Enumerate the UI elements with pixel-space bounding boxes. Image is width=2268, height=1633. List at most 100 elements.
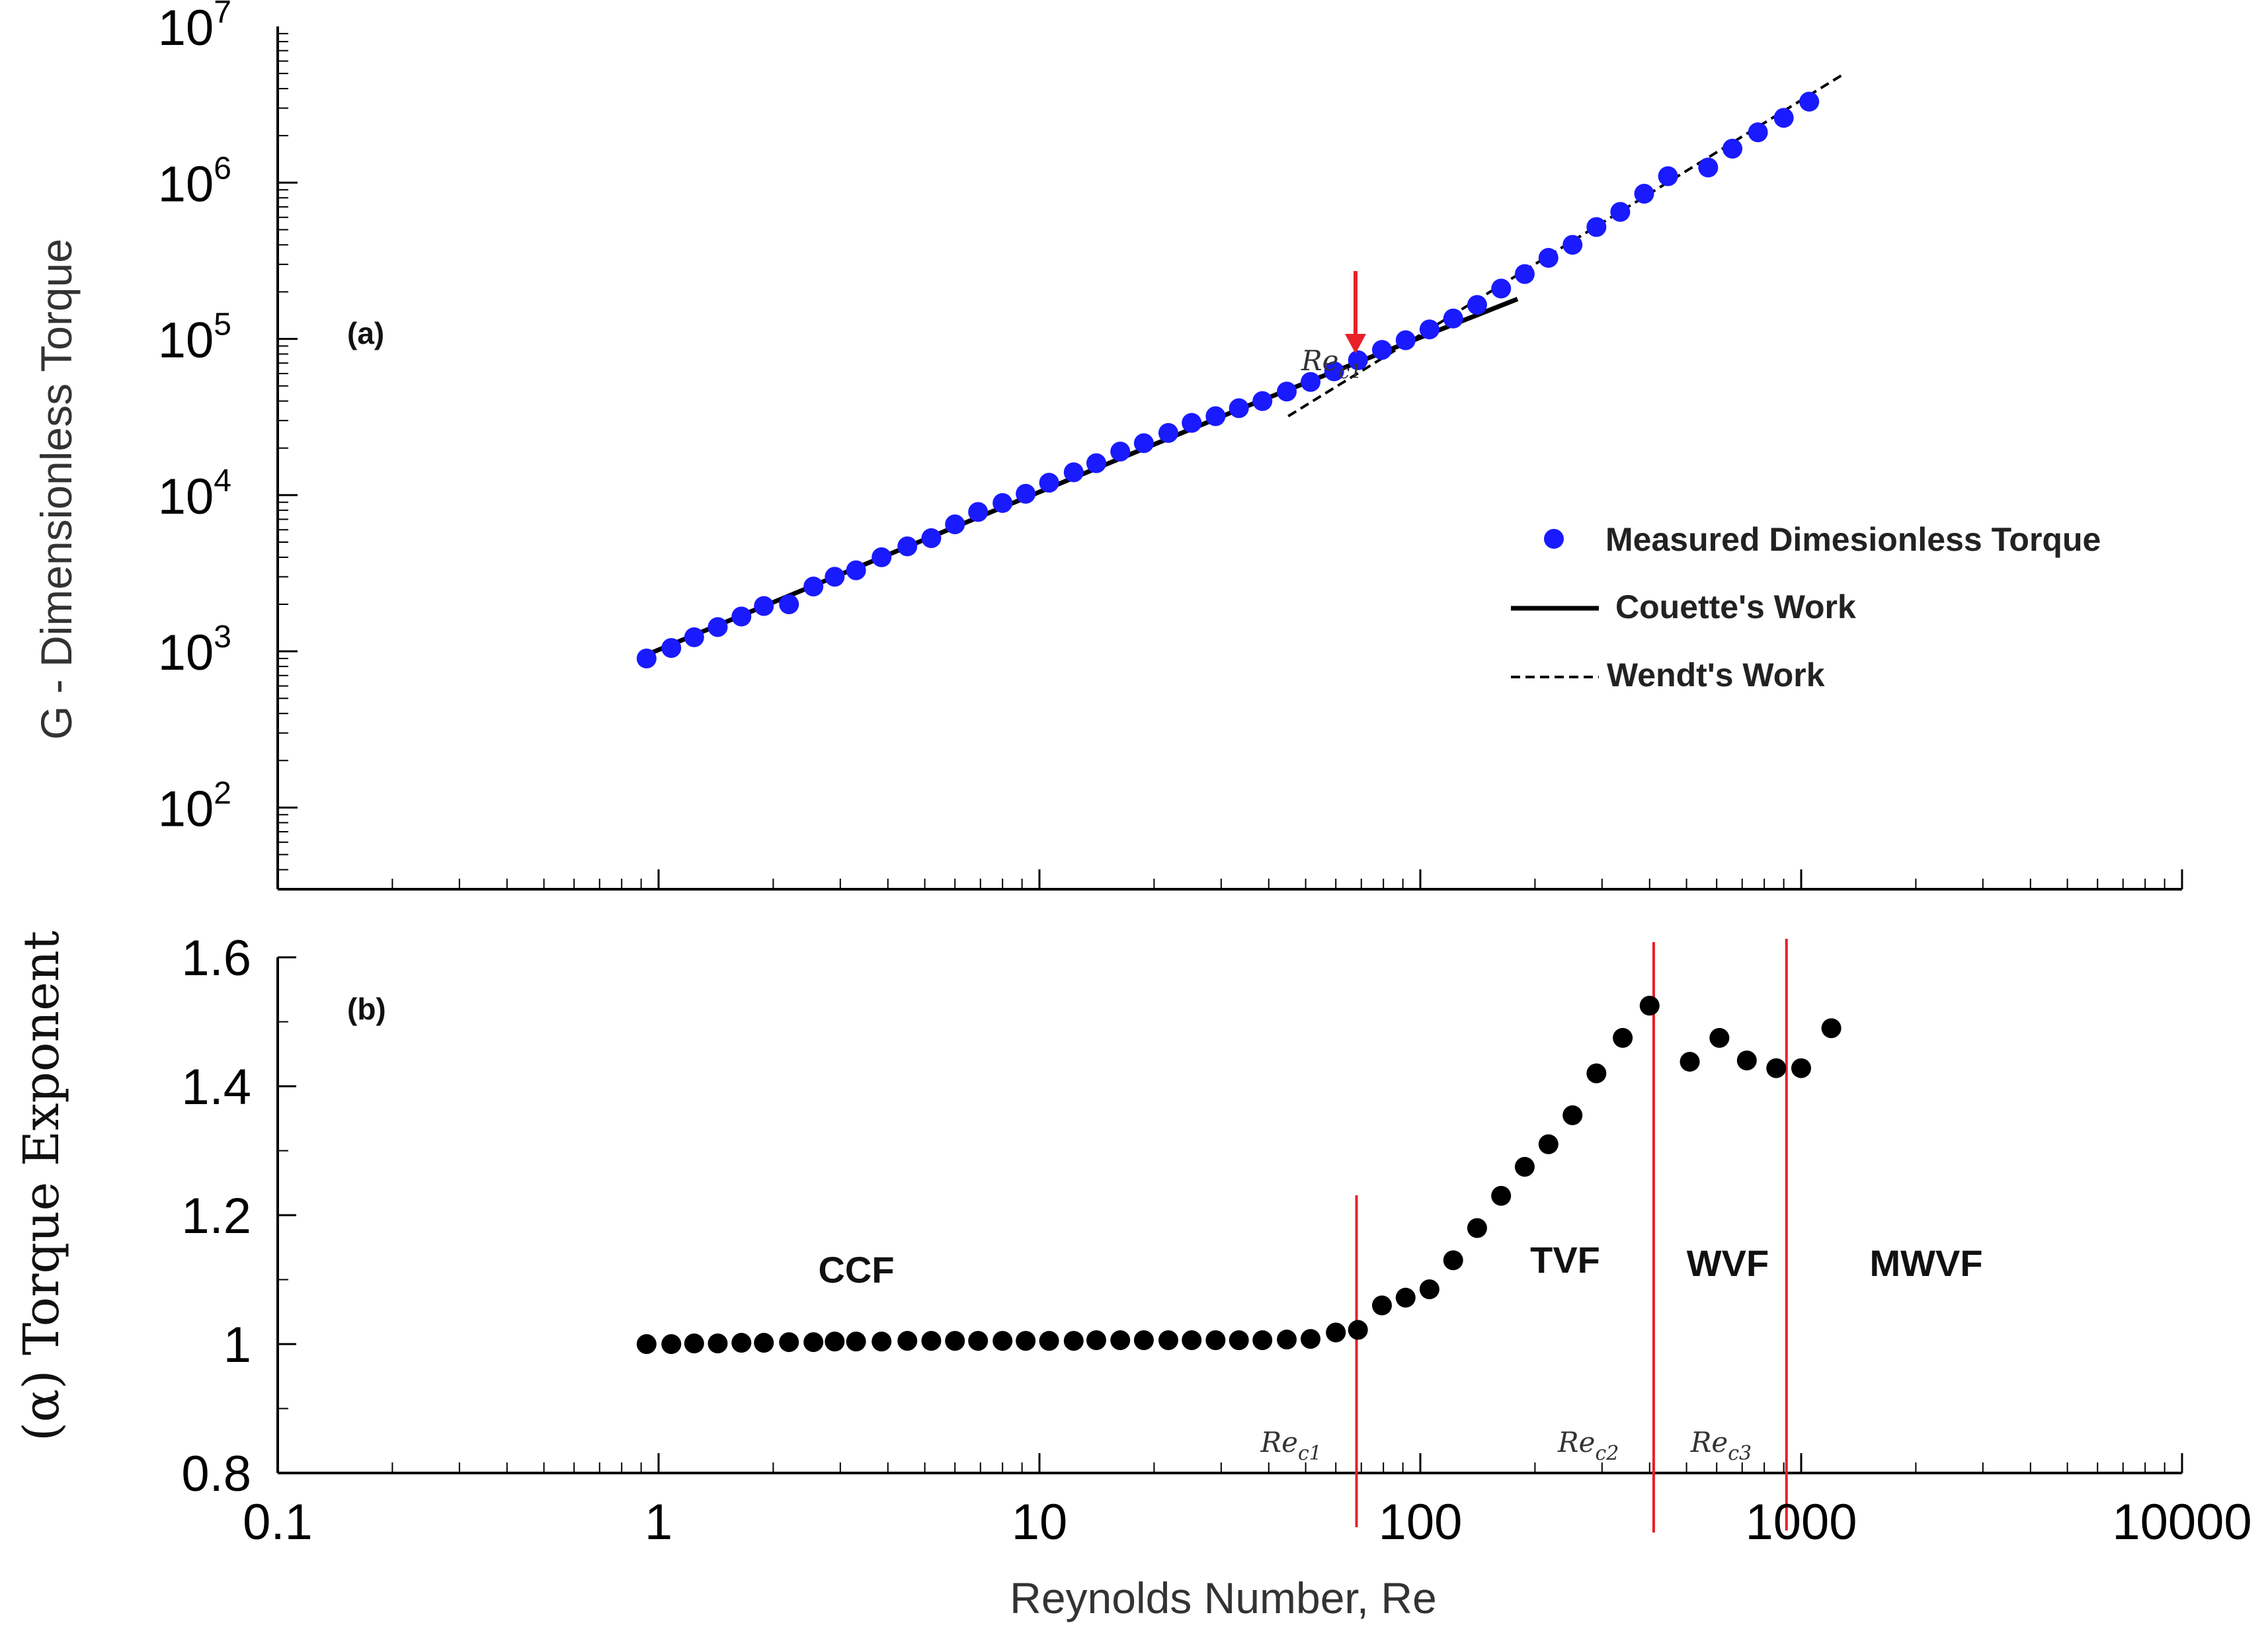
measured-torque-point — [1277, 381, 1297, 402]
torque-exponent-point — [1158, 1330, 1178, 1351]
panel-b-y-tick-label: 1 — [223, 1317, 251, 1373]
torque-exponent-point — [1514, 1156, 1535, 1177]
torque-exponent-point — [1086, 1330, 1106, 1351]
x-tick-label: 0.1 — [243, 1494, 313, 1550]
legend-measured-marker — [1544, 529, 1564, 549]
measured-torque-point — [825, 567, 845, 587]
panel-a-y-tick-label: 104 — [158, 463, 231, 525]
panel-b-y-tick-label: 1.2 — [181, 1188, 251, 1244]
rec1-annotation: Rec1 — [1301, 271, 1366, 383]
torque-exponent-point — [1016, 1331, 1036, 1351]
rec1-arrow-head — [1345, 334, 1366, 354]
measured-torque-point — [1698, 157, 1719, 178]
measured-torque-point — [1514, 264, 1535, 284]
panel-b-y-tick-label: 1.4 — [181, 1059, 251, 1115]
torque-exponent-point — [968, 1331, 989, 1351]
measured-torque-point — [708, 617, 728, 637]
measured-torque-point — [636, 648, 657, 668]
torque-exponent-point — [1709, 1027, 1730, 1048]
panel-b-axes — [276, 957, 2183, 1474]
measured-torque-point — [992, 493, 1013, 513]
critical-re-label-sub: c3 — [1728, 1442, 1752, 1465]
y-tick-exponent: 7 — [214, 0, 231, 30]
torque-exponent-point — [1736, 1051, 1757, 1070]
torque-exponent-point — [897, 1331, 918, 1351]
torque-exponent-point — [1613, 1027, 1633, 1048]
torque-exponent-point — [1586, 1063, 1607, 1084]
torque-exponent-point — [1791, 1058, 1811, 1078]
measured-torque-point — [1182, 413, 1202, 433]
torque-exponent-point — [1467, 1218, 1487, 1238]
measured-torque-point — [968, 502, 989, 522]
legend-wendt-label: Wendt's Work — [1607, 657, 1825, 694]
y-tick-base: 10 — [158, 781, 214, 837]
x-tick-label: 1 — [645, 1494, 672, 1550]
panel-b-y-ticks: 0.8 1 1.2 1.4 1.6 — [181, 930, 296, 1502]
torque-exponent-point — [1277, 1330, 1297, 1350]
torque-exponent-point — [1326, 1322, 1346, 1343]
panel-b-label: (b) — [347, 992, 386, 1026]
measured-torque-point — [1562, 235, 1583, 255]
panel-b-points — [636, 996, 1842, 1354]
torque-exponent-point — [846, 1332, 866, 1352]
panel-a-axes — [276, 26, 2183, 891]
measured-torque-point — [803, 577, 824, 597]
critical-re-label: Rec3 — [1690, 1426, 1752, 1465]
critical-re-label: Rec2 — [1557, 1426, 1619, 1465]
torque-exponent-point — [1821, 1018, 1842, 1039]
measured-torque-point — [779, 594, 799, 615]
y-tick-exponent: 2 — [214, 776, 231, 811]
y-tick-exponent: 3 — [214, 619, 231, 655]
y-tick-exponent: 4 — [214, 463, 231, 498]
measured-torque-point — [1252, 391, 1273, 411]
rec1-annotation-label: Rec1 — [1301, 344, 1362, 383]
torque-exponent-point — [992, 1331, 1013, 1351]
torque-exponent-point — [921, 1331, 942, 1351]
y-tick-base: 10 — [158, 313, 214, 369]
panel-a-label: (a) — [347, 316, 384, 350]
x-tick-label: 1000 — [1745, 1494, 1857, 1550]
measured-torque-point — [1110, 442, 1131, 462]
torque-exponent-point — [754, 1333, 774, 1353]
torque-exponent-point — [1639, 996, 1660, 1016]
measured-torque-point — [661, 638, 682, 658]
x-tick-label: 100 — [1379, 1494, 1463, 1550]
torque-exponent-point — [1229, 1330, 1249, 1351]
measured-torque-point — [754, 596, 774, 616]
critical-re-label-main: Re — [1557, 1426, 1595, 1458]
y-tick-exponent: 5 — [214, 307, 231, 342]
critical-re-label-sub: c1 — [1298, 1442, 1322, 1465]
panel-a-y-tick-label: 106 — [158, 151, 231, 212]
torque-exponent-point — [1395, 1287, 1416, 1308]
torque-exponent-point — [1039, 1331, 1059, 1351]
measured-torque-point — [1229, 398, 1249, 418]
torque-exponent-point — [708, 1334, 728, 1354]
torque-exponent-point — [871, 1332, 892, 1352]
torque-exponent-point — [1252, 1330, 1273, 1351]
measured-torque-point — [731, 606, 752, 627]
measured-torque-point — [1634, 183, 1654, 204]
torque-exponent-point — [661, 1334, 682, 1354]
torque-exponent-point — [1419, 1279, 1439, 1300]
critical-re-label: Rec1 — [1260, 1426, 1322, 1465]
torque-exponent-point — [1205, 1330, 1226, 1351]
rec1-annotation-sub: c1 — [1338, 360, 1362, 383]
measured-torque-point — [1443, 308, 1463, 329]
panel-b-y-tick-label: 1.6 — [181, 930, 251, 986]
torque-exponent-point — [1348, 1320, 1368, 1340]
torque-exponent-point — [1301, 1329, 1321, 1349]
measured-torque-point — [1158, 422, 1178, 443]
measured-torque-point — [1748, 122, 1768, 143]
region-mwvf: MWVF — [1869, 1242, 1982, 1284]
measured-torque-point — [1063, 462, 1084, 483]
torque-exponent-point — [636, 1334, 657, 1354]
measured-torque-point — [1395, 330, 1416, 350]
measured-torque-point — [945, 514, 965, 535]
measured-torque-point — [1467, 295, 1487, 315]
measured-torque-point — [921, 528, 942, 549]
region-tvf: TVF — [1530, 1239, 1600, 1281]
torque-exponent-point — [803, 1332, 824, 1353]
